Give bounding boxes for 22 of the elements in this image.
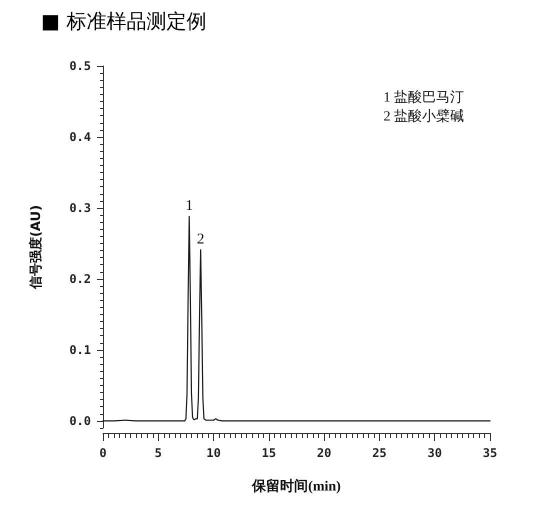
x-tick-label: 15 xyxy=(262,446,276,460)
chart-title: ■ 标准样品测定例 xyxy=(41,9,206,33)
x-tick-label: 10 xyxy=(206,446,221,460)
y-tick-label: 0.1 xyxy=(69,342,91,357)
line-series xyxy=(102,216,491,422)
y-axis-title: 信号强度(AU) xyxy=(28,204,44,290)
annotation: 2 xyxy=(196,231,204,248)
y-tick-label: 0.4 xyxy=(69,130,91,144)
y-tick-label: 0.3 xyxy=(69,200,91,215)
x-tick-label: 0 xyxy=(99,446,107,460)
x-tick-label: 30 xyxy=(427,446,442,460)
annotation: 1 xyxy=(185,198,193,214)
x-tick-label: 20 xyxy=(316,446,332,460)
y-tick-label: 0.5 xyxy=(69,59,91,73)
x-tick-label: 25 xyxy=(372,446,387,460)
x-axis-title: 保留时间(min) xyxy=(251,478,342,494)
annotation: 1 盐酸巴马汀 xyxy=(384,90,464,106)
y-tick-label: 0.2 xyxy=(69,272,91,286)
x-tick-label: 5 xyxy=(154,446,162,460)
x-tick-label: 35 xyxy=(482,446,498,460)
y-tick-label: 0.0 xyxy=(69,414,91,428)
annotation: 2 盐酸小檗碱 xyxy=(384,108,464,124)
